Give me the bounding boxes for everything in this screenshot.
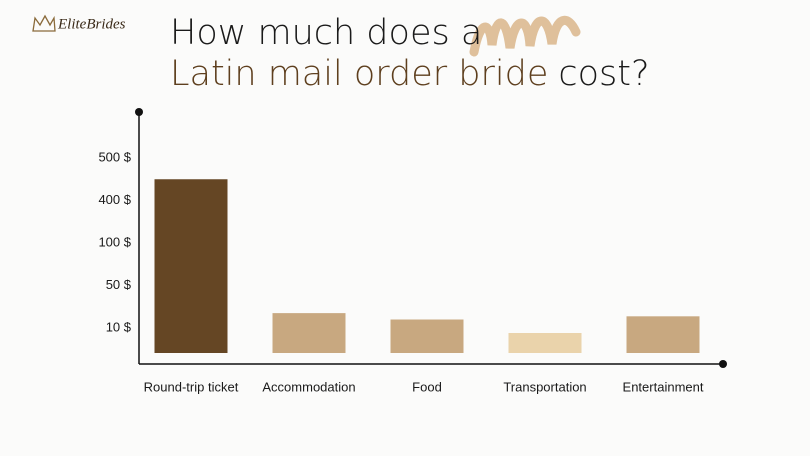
bar [508, 333, 582, 353]
title-highlight: Latin mail order bride [170, 54, 548, 94]
bar [390, 319, 464, 353]
axis-end [719, 360, 727, 368]
x-tick-label: Food [412, 379, 442, 394]
x-tick-label: Transportation [503, 379, 586, 394]
y-tick-label: 500 $ [98, 149, 131, 164]
x-tick-label: Round-trip ticket [144, 379, 239, 394]
title-line2: Latin mail order bride cost? [170, 54, 650, 94]
y-tick-label: 10 $ [106, 319, 132, 334]
bar [154, 179, 228, 353]
y-tick-label: 400 $ [98, 192, 131, 207]
x-tick-label: Accommodation [262, 379, 355, 394]
title-rest: cost? [558, 54, 649, 94]
bar [272, 313, 346, 353]
logo-icon [32, 14, 56, 32]
x-tick-label: Entertainment [623, 379, 704, 394]
y-tick-label: 100 $ [98, 234, 131, 249]
y-tick-label: 50 $ [106, 277, 132, 292]
title-line1: How much does a [170, 13, 482, 53]
brand: EliteBrides [57, 16, 126, 32]
brush-decoration [469, 16, 581, 57]
axis-end [135, 108, 143, 116]
bar [626, 316, 700, 353]
